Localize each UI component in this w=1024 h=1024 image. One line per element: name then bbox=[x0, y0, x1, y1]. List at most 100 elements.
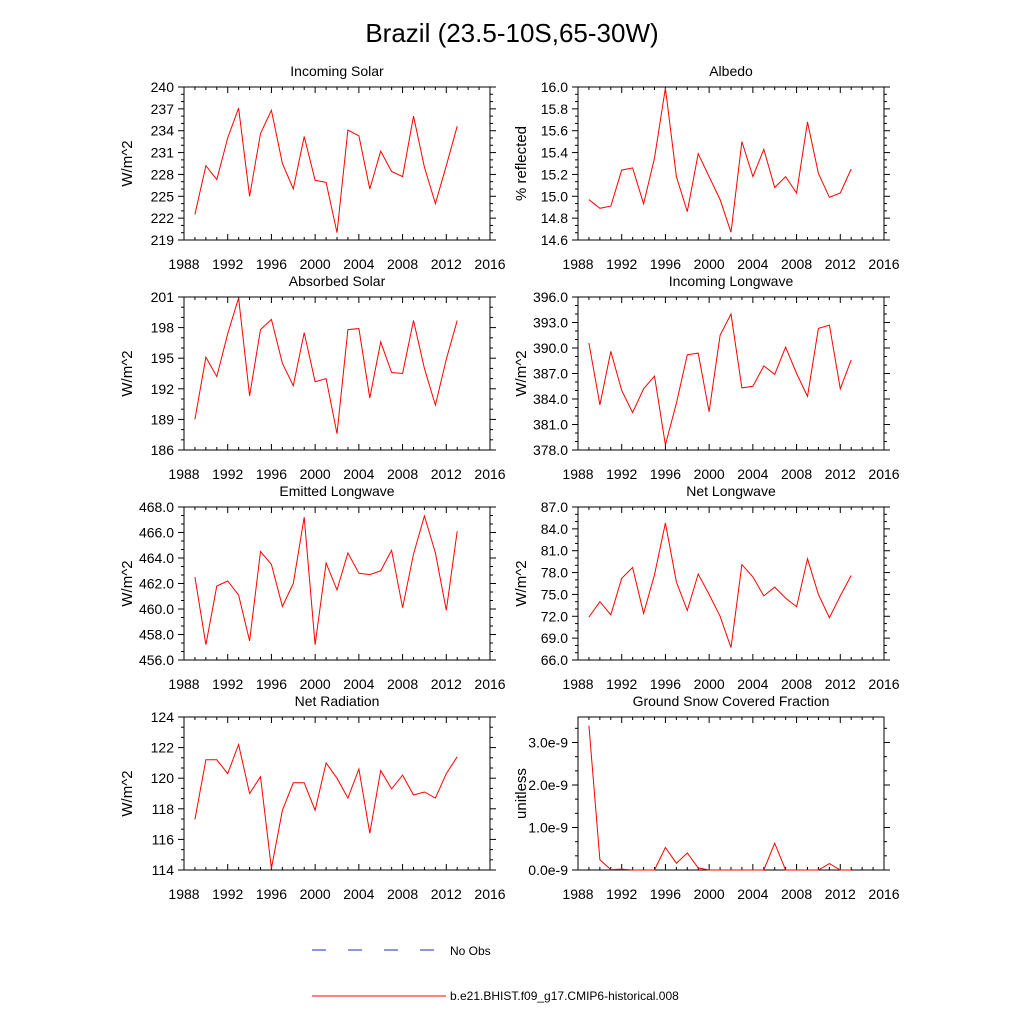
y-tick-label: 72.0 bbox=[541, 608, 568, 624]
y-tick-label: 228 bbox=[151, 166, 175, 182]
y-tick-label: 458.0 bbox=[139, 627, 174, 643]
x-tick-label: 2008 bbox=[781, 256, 812, 272]
y-tick-label: 14.6 bbox=[541, 232, 568, 248]
y-tick-label: 201 bbox=[151, 289, 175, 305]
y-tick-label: 198 bbox=[151, 320, 175, 336]
y-tick-label: 468.0 bbox=[139, 499, 174, 515]
y-tick-label: 396.0 bbox=[533, 289, 568, 305]
x-tick-label: 1988 bbox=[168, 256, 199, 272]
y-axis-label: W/m^2 bbox=[513, 560, 530, 606]
panel-ground-snow-covered-fraction: Ground Snow Covered Fraction 1988 1992 1996… bbox=[513, 693, 900, 902]
y-tick-label: 390.0 bbox=[533, 340, 568, 356]
x-tick-label: 1988 bbox=[562, 886, 593, 902]
panel-absorbed-solar: Absorbed Solar 1988 1992 1996 2000 2004 2008 20… bbox=[119, 273, 506, 482]
y-axis-label: W/m^2 bbox=[119, 350, 136, 396]
x-tick-label: 1992 bbox=[212, 886, 243, 902]
series-line-net-radiation bbox=[194, 742, 458, 869]
x-tick-label: 1996 bbox=[650, 886, 681, 902]
page-title: Brazil (23.5-10S,65-30W) bbox=[365, 18, 658, 48]
x-tick-label: 2016 bbox=[474, 466, 505, 482]
y-tick-label: 237 bbox=[151, 101, 175, 117]
y-tick-label: 114 bbox=[152, 862, 175, 878]
y-tick-label: 118 bbox=[152, 801, 175, 817]
x-tick-label: 2000 bbox=[300, 466, 331, 482]
y-tick-label: 189 bbox=[151, 411, 175, 427]
x-tick-label: 2016 bbox=[474, 886, 505, 902]
y-tick-label: 219 bbox=[151, 232, 175, 248]
y-tick-label: 387.0 bbox=[533, 366, 568, 382]
x-tick-label: 2016 bbox=[474, 256, 505, 272]
series-line-ground-snow-covered-fraction bbox=[588, 725, 852, 871]
x-tick-label: 2000 bbox=[694, 676, 725, 692]
y-tick-label: 1.0e-9 bbox=[528, 820, 568, 836]
x-tick-label: 1992 bbox=[606, 676, 637, 692]
y-tick-label: 15.4 bbox=[541, 145, 568, 161]
y-tick-label: 195 bbox=[151, 350, 175, 366]
y-tick-label: 75.0 bbox=[541, 586, 568, 602]
x-tick-label: 1992 bbox=[606, 886, 637, 902]
plot-frame bbox=[577, 506, 885, 661]
y-axis-label: unitless bbox=[513, 768, 530, 819]
x-tick-label: 2004 bbox=[737, 676, 768, 692]
x-tick-label: 2000 bbox=[694, 466, 725, 482]
x-tick-label: 1996 bbox=[256, 676, 287, 692]
x-tick-label: 2008 bbox=[387, 676, 418, 692]
series-line-incoming-solar bbox=[194, 107, 458, 233]
x-tick-label: 2000 bbox=[300, 256, 331, 272]
panel-incoming-longwave: Incoming Longwave 1988 1992 1996 2000 2004 200… bbox=[513, 273, 900, 482]
panel-title: Ground Snow Covered Fraction bbox=[633, 693, 830, 709]
y-tick-label: 456.0 bbox=[139, 652, 174, 668]
plot-frame bbox=[183, 296, 491, 451]
x-tick-label: 2008 bbox=[387, 466, 418, 482]
y-tick-label: 2.0e-9 bbox=[528, 777, 568, 793]
y-tick-label: 378.0 bbox=[533, 442, 568, 458]
panel-title: Albedo bbox=[709, 63, 753, 79]
y-tick-label: 460.0 bbox=[139, 601, 174, 617]
x-tick-label: 2004 bbox=[343, 256, 374, 272]
x-tick-label: 2004 bbox=[737, 886, 768, 902]
y-tick-label: 192 bbox=[151, 381, 175, 397]
x-tick-label: 1992 bbox=[212, 256, 243, 272]
y-tick-label: 222 bbox=[151, 210, 175, 226]
y-tick-label: 464.0 bbox=[139, 550, 174, 566]
x-tick-label: 2004 bbox=[737, 256, 768, 272]
y-tick-label: 231 bbox=[151, 145, 175, 161]
plot-frame bbox=[577, 86, 885, 241]
x-tick-label: 2016 bbox=[868, 466, 899, 482]
panel-title: Incoming Longwave bbox=[669, 273, 794, 289]
x-tick-label: 1996 bbox=[256, 256, 287, 272]
series-line-absorbed-solar bbox=[194, 297, 458, 434]
x-tick-label: 2004 bbox=[343, 886, 374, 902]
y-tick-label: 15.8 bbox=[541, 101, 568, 117]
plot-frame bbox=[577, 716, 885, 871]
y-tick-label: 381.0 bbox=[533, 417, 568, 433]
y-tick-label: 225 bbox=[151, 188, 175, 204]
x-tick-label: 1992 bbox=[212, 676, 243, 692]
x-tick-label: 1992 bbox=[606, 256, 637, 272]
x-tick-label: 2004 bbox=[343, 676, 374, 692]
x-tick-label: 1988 bbox=[562, 676, 593, 692]
x-tick-label: 1992 bbox=[212, 466, 243, 482]
series-line-net-longwave bbox=[588, 522, 852, 648]
x-tick-label: 1988 bbox=[562, 256, 593, 272]
x-tick-label: 2008 bbox=[781, 676, 812, 692]
x-tick-label: 2008 bbox=[781, 466, 812, 482]
legend-model-label: b.e21.BHIST.f09_g17.CMIP6-historical.008 bbox=[450, 989, 679, 1003]
x-tick-label: 2000 bbox=[694, 256, 725, 272]
y-tick-label: 15.0 bbox=[541, 188, 568, 204]
legend-obs-label: No Obs bbox=[450, 944, 491, 958]
series-line-emitted-longwave bbox=[194, 514, 458, 645]
x-tick-label: 1988 bbox=[168, 886, 199, 902]
y-axis-label: % reflected bbox=[513, 126, 530, 201]
x-tick-label: 2004 bbox=[343, 466, 374, 482]
y-tick-label: 81.0 bbox=[541, 543, 568, 559]
x-tick-label: 2012 bbox=[825, 676, 856, 692]
y-tick-label: 16.0 bbox=[541, 79, 568, 95]
y-tick-label: 122 bbox=[151, 740, 175, 756]
y-tick-label: 14.8 bbox=[541, 210, 568, 226]
panel-net-longwave: Net Longwave 1988 1992 1996 2000 2004 2008 2012… bbox=[513, 483, 900, 692]
series-line-incoming-longwave bbox=[588, 312, 852, 446]
x-tick-label: 1996 bbox=[256, 886, 287, 902]
x-tick-label: 2016 bbox=[868, 676, 899, 692]
x-tick-label: 2008 bbox=[387, 256, 418, 272]
